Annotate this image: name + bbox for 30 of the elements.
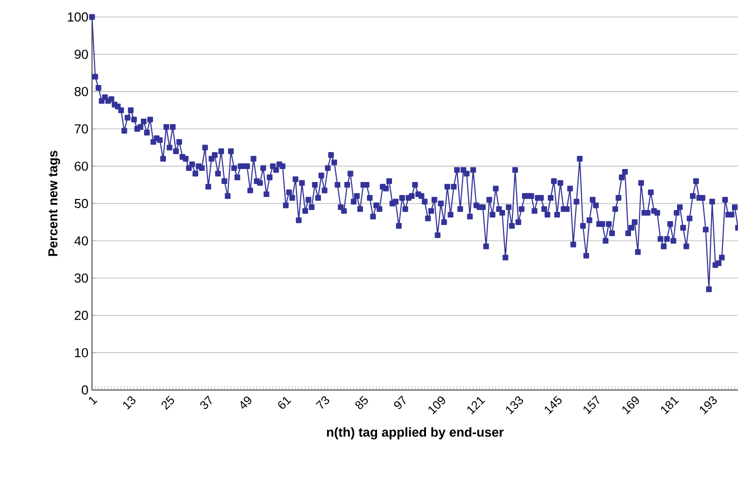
x-tick-label: 25 [162, 396, 174, 410]
y-tick-label: 30 [74, 273, 88, 283]
y-tick-label: 40 [74, 236, 88, 246]
x-tick-label: 169 [622, 396, 639, 414]
y-tick-label: 70 [74, 124, 88, 134]
y-tick-label: 80 [74, 86, 88, 96]
x-tick-label: 145 [544, 396, 562, 414]
y-axis-title: Percent new tags [48, 150, 60, 256]
x-tick-label: 61 [278, 396, 292, 409]
x-tick-label: 97 [394, 395, 406, 409]
x-tick-label: 181 [661, 396, 679, 414]
x-tick-label: 133 [506, 396, 524, 414]
x-tick-label: 1 [89, 396, 98, 405]
y-tick-label: 50 [74, 198, 88, 208]
x-tick-label: 109 [428, 396, 446, 414]
x-axis-title: n(th) tag applied by end-user [327, 427, 504, 440]
y-tick-label: 90 [74, 50, 88, 59]
x-tick-label: 37 [200, 395, 212, 410]
y-tick-label: 0 [82, 385, 88, 395]
y-tick-label: 20 [74, 310, 88, 320]
x-tick-label: 49 [240, 396, 252, 409]
y-tick-label: 10 [75, 348, 88, 358]
x-tick-label: 193 [700, 396, 717, 414]
x-tick-label: 73 [316, 396, 330, 409]
x-tick-label: 157 [584, 395, 600, 414]
x-tick-label: 121 [467, 396, 486, 414]
x-tick-label: 13 [123, 396, 136, 410]
x-tick-label: 85 [355, 396, 368, 410]
y-tick-label: 100 [68, 12, 88, 22]
y-tick-label: 60 [74, 162, 88, 171]
